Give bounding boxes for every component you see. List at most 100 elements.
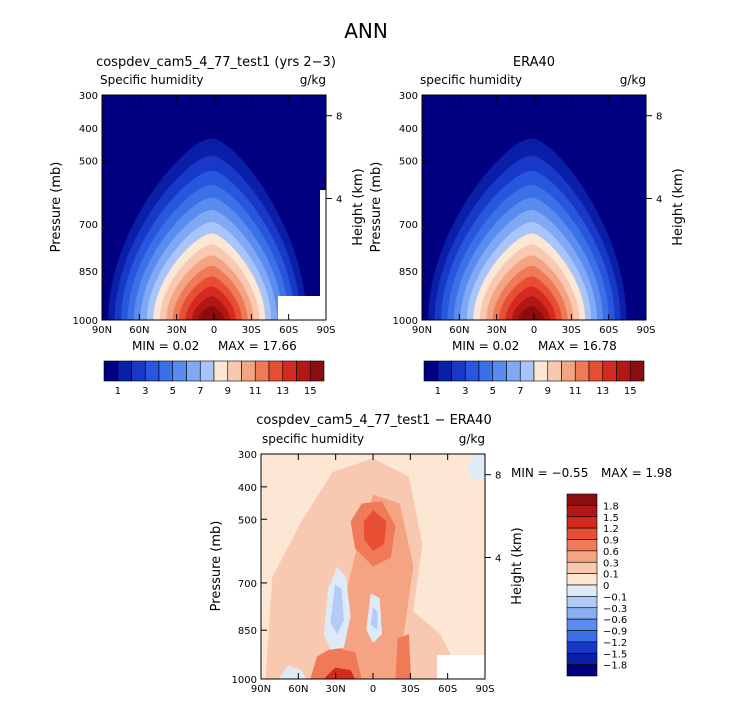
- x-tick-label: 0: [531, 325, 537, 336]
- x-tick-label: 0: [370, 684, 376, 695]
- contour-band: [198, 305, 225, 320]
- panel-obs: ERA40 specific humidity g/kg 90N 60N 30N 0 3…: [369, 55, 686, 353]
- colorbar-label: −0.3: [603, 604, 627, 615]
- y-tick-label: 500: [399, 156, 418, 167]
- diff-band: [364, 510, 387, 551]
- y-tick-label: 1000: [73, 316, 98, 327]
- panel-model: cospdev_cam5_4_77_test1 (yrs 2−3) Specif…: [49, 55, 366, 353]
- x-tick-label: 30N: [487, 325, 507, 336]
- x-tick-label: 30N: [167, 325, 187, 336]
- colorbar-label: −0.1: [603, 592, 627, 603]
- colorbar-swatch: [616, 360, 631, 382]
- colorbar-swatch: [566, 573, 598, 586]
- colorbar-swatch: [519, 360, 535, 382]
- colorbar-swatch: [566, 652, 598, 665]
- panel-diff-ylabel: Pressure (mb): [209, 521, 224, 612]
- colorbar-label: 9: [225, 386, 231, 397]
- y-tick-label: 500: [238, 515, 257, 526]
- colorbar-label: 1.2: [603, 524, 619, 535]
- colorbar-swatch: [574, 360, 590, 382]
- x-tick-label: 60S: [599, 325, 618, 336]
- colorbar-swatch: [566, 505, 598, 518]
- y-tick-label: 300: [238, 450, 257, 461]
- colorbar-swatch: [131, 360, 146, 382]
- colorbar-swatch: [566, 630, 598, 643]
- y-tick-label: 400: [399, 124, 418, 135]
- x-tick-label: 90S: [316, 325, 335, 336]
- colorbar-label: 5: [170, 386, 176, 397]
- panel-obs-axes: 90N 60N 30N 0 30S 60S 90S 300 400 500 700 850 1000 8 4: [393, 91, 663, 336]
- panel-model-ylabel-right: Height (km): [351, 168, 366, 245]
- colorbar-label: 5: [490, 386, 496, 397]
- colorbar-label: 7: [197, 386, 203, 397]
- contour-band: [518, 305, 545, 320]
- colorbar-label: 15: [304, 386, 317, 397]
- colorbar-diff: 1.81.51.20.90.60.30.10−0.1−0.3−0.6−0.9−1…: [566, 493, 627, 677]
- colorbar-swatch: [451, 360, 466, 382]
- panel-obs-contours: [422, 95, 646, 320]
- colorbar-swatch: [158, 360, 174, 382]
- colorbar-swatch: [566, 539, 598, 552]
- colorbar-swatch: [566, 527, 598, 540]
- colorbar-label: 1.5: [603, 513, 619, 524]
- colorbar-label: −1.8: [603, 661, 627, 672]
- x-tick-label: 60N: [288, 684, 308, 695]
- colorbar-label: 3: [462, 386, 468, 397]
- y-tick-label: 850: [238, 626, 257, 637]
- diff-band: [330, 584, 344, 634]
- y-tick-label: 500: [79, 156, 98, 167]
- colorbar-swatch: [566, 516, 598, 529]
- colorbar-top-right: 1 3 5 7 9 11 13 15: [423, 360, 645, 397]
- y-tick-label: 700: [79, 220, 98, 231]
- colorbar-swatch: [566, 550, 598, 563]
- colorbar-label: −0.9: [603, 627, 627, 638]
- missing-data-mask: [437, 655, 485, 679]
- colorbar-label: 1: [115, 386, 121, 397]
- panel-obs-ylabel-right: Height (km): [671, 168, 686, 245]
- colorbar-swatch: [561, 360, 576, 382]
- y-tick-label: 1000: [393, 316, 418, 327]
- x-tick-label: 90S: [636, 325, 655, 336]
- colorbar-top-left: 1 3 5 7 9 11 13 15: [103, 360, 325, 397]
- colorbar-label: −1.5: [603, 649, 627, 660]
- panel-diff-min-label: MIN = −0.55: [511, 466, 588, 480]
- colorbar-swatch: [566, 584, 598, 597]
- diff-band: [467, 454, 485, 481]
- colorbar-swatch: [186, 360, 201, 382]
- panel-obs-min-label: MIN = 0.02: [452, 339, 519, 353]
- colorbar-swatch: [464, 360, 480, 382]
- colorbar-swatch: [254, 360, 270, 382]
- colorbar-swatch: [437, 360, 452, 382]
- colorbar-label: 1: [435, 386, 441, 397]
- diff-band: [278, 665, 306, 679]
- panel-model-contours: [102, 95, 326, 320]
- colorbar-swatch: [241, 360, 256, 382]
- x-tick-label: 90N: [412, 325, 432, 336]
- colorbar-swatch: [566, 664, 598, 677]
- panel-model-axes: 90N 60N 30N 0 30S 60S 90S 300 400 500 700 850 1000 8 4: [73, 91, 343, 336]
- x-tick-label: 30S: [562, 325, 581, 336]
- y-tick-label: 850: [399, 267, 418, 278]
- colorbar-swatch: [492, 360, 507, 382]
- panel-diff: cospdev_cam5_4_77_test1 − ERA40 specific…: [209, 413, 672, 695]
- x-tick-label: 90N: [92, 325, 112, 336]
- colorbar-label: 7: [517, 386, 523, 397]
- colorbar-swatch: [213, 360, 229, 382]
- y-tick-label: 850: [79, 267, 98, 278]
- diff-band: [370, 607, 378, 630]
- panel-model-min-label: MIN = 0.02: [132, 339, 199, 353]
- x-tick-label: 0: [211, 325, 217, 336]
- y-tick-label: 300: [399, 91, 418, 102]
- panel-model-subtitle-right: g/kg: [300, 73, 326, 87]
- height-tick-label: 4: [495, 554, 501, 565]
- panel-obs-subtitle-right: g/kg: [620, 73, 646, 87]
- panel-obs-ylabel: Pressure (mb): [369, 162, 384, 253]
- colorbar-label: 13: [276, 386, 289, 397]
- colorbar-swatch: [227, 360, 242, 382]
- panel-diff-title: cospdev_cam5_4_77_test1 − ERA40: [256, 413, 491, 428]
- y-tick-label: 700: [238, 579, 257, 590]
- panel-diff-axes: 90N 60N 30N 0 30S 60S 90S 300 400 500 700 850 1000 8 4: [232, 450, 502, 695]
- colorbar-swatch: [268, 360, 284, 382]
- panel-diff-contours: [261, 454, 485, 679]
